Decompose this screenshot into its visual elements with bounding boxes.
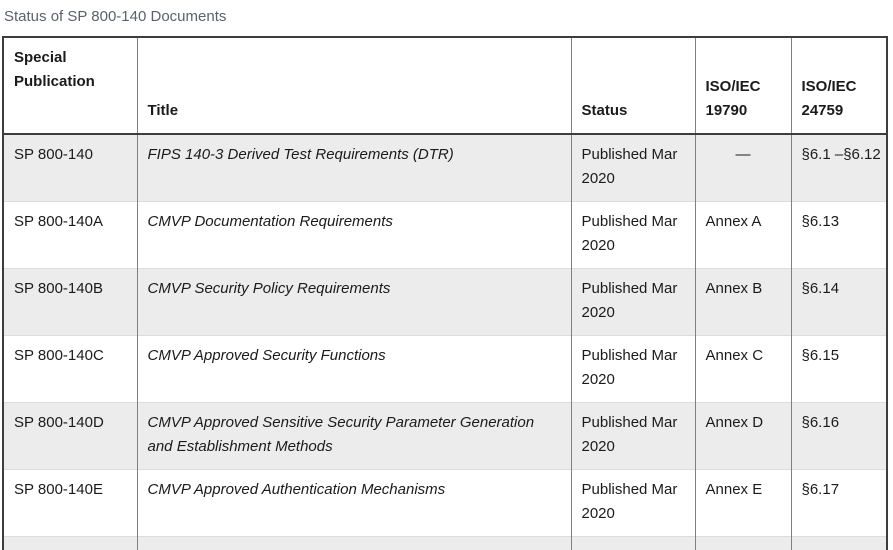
column-header-iso-iec-19790: ISO/IEC 19790 bbox=[694, 37, 791, 135]
column-header-iso-iec-24759: ISO/IEC 24759 bbox=[790, 37, 887, 135]
table-row: SP 800-140A CMVP Documentation Requireme… bbox=[3, 201, 887, 269]
table-row: SP 800-140C CMVP Approved Security Funct… bbox=[3, 335, 887, 403]
cell-iso-iec-24759: §6.18 bbox=[790, 536, 887, 550]
table-row: SP 800-140 FIPS 140-3 Derived Test Requi… bbox=[3, 134, 887, 202]
cell-status: Published Mar 2020 bbox=[570, 134, 695, 202]
table-row: SP 800-140E CMVP Approved Authentication… bbox=[3, 469, 887, 537]
table-header: Special Publication Title Status ISO/IEC… bbox=[3, 37, 887, 135]
cell-iso-iec-19790: Annex A bbox=[694, 201, 791, 269]
cell-special-publication: SP 800-140B bbox=[3, 268, 137, 336]
cell-status: Published Mar 2020 bbox=[570, 335, 695, 403]
table-body: SP 800-140 FIPS 140-3 Derived Test Requi… bbox=[3, 134, 887, 550]
cell-iso-iec-24759: §6.13 bbox=[790, 201, 887, 269]
table-row: SP 800-140D CMVP Approved Sensitive Secu… bbox=[3, 402, 887, 470]
cell-iso-iec-24759: §6.1 –§6.12 bbox=[790, 134, 887, 202]
cell-status: Published Mar 2020 bbox=[570, 201, 695, 269]
cell-title: CMVP Approved Sensitive Security Paramet… bbox=[136, 402, 571, 470]
cell-status: Published Mar 2020 bbox=[570, 402, 695, 470]
cell-iso-iec-24759: §6.17 bbox=[790, 469, 887, 537]
cell-special-publication: SP 800-140A bbox=[3, 201, 137, 269]
cell-special-publication: SP 800-140C bbox=[3, 335, 137, 403]
sp-800-140-status-table: Special Publication Title Status ISO/IEC… bbox=[2, 36, 888, 550]
cell-special-publication: SP 800-140 bbox=[3, 134, 137, 202]
column-header-status: Status bbox=[570, 37, 695, 135]
cell-title: CMVP Approved Authentication Mechanisms bbox=[136, 469, 571, 537]
cell-iso-iec-19790: Annex F bbox=[694, 536, 791, 550]
cell-title: CMVP Approved Non-Invasive Attack Mitiga… bbox=[136, 536, 571, 550]
cell-iso-iec-19790: Annex B bbox=[694, 268, 791, 336]
table-header-row: Special Publication Title Status ISO/IEC… bbox=[3, 37, 887, 135]
table-row: SP 800-140B CMVP Security Policy Require… bbox=[3, 268, 887, 336]
cell-status: Published Mar 2020 bbox=[570, 469, 695, 537]
cell-title: CMVP Documentation Requirements bbox=[136, 201, 571, 269]
cell-status: Published Mar 2020 bbox=[570, 268, 695, 336]
cell-status: Published Mar 2020 bbox=[570, 536, 695, 550]
cell-special-publication: SP 800-140E bbox=[3, 469, 137, 537]
cell-iso-iec-19790: Annex E bbox=[694, 469, 791, 537]
column-header-title: Title bbox=[136, 37, 571, 135]
cell-iso-iec-19790: — bbox=[694, 134, 791, 202]
cell-title: CMVP Approved Security Functions bbox=[136, 335, 571, 403]
cell-special-publication: SP 800-140D bbox=[3, 402, 137, 470]
cell-iso-iec-19790: Annex C bbox=[694, 335, 791, 403]
cell-title: FIPS 140-3 Derived Test Requirements (DT… bbox=[136, 134, 571, 202]
cell-iso-iec-19790: Annex D bbox=[694, 402, 791, 470]
column-header-special-publication: Special Publication bbox=[3, 37, 137, 135]
cell-title: CMVP Security Policy Requirements bbox=[136, 268, 571, 336]
cell-iso-iec-24759: §6.14 bbox=[790, 268, 887, 336]
cell-iso-iec-24759: §6.15 bbox=[790, 335, 887, 403]
cell-iso-iec-24759: §6.16 bbox=[790, 402, 887, 470]
table-caption: Status of SP 800-140 Documents bbox=[4, 8, 227, 25]
